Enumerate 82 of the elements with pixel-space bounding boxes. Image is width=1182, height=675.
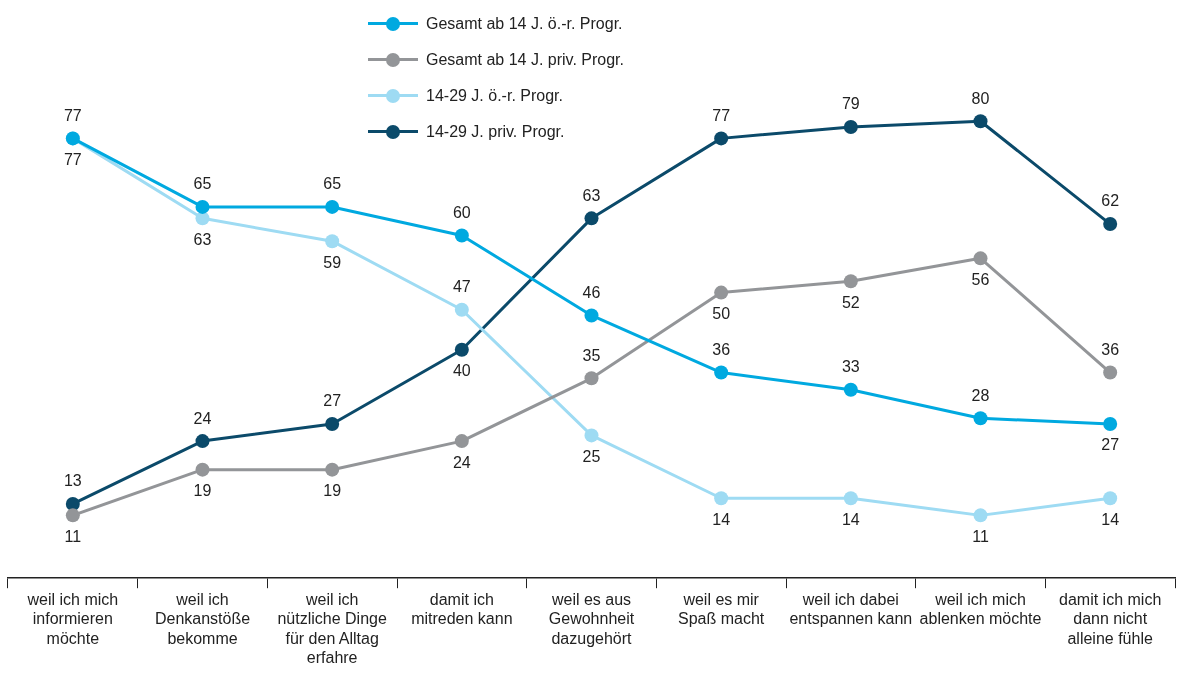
x-tick-label: weil ich dabei entspannen kann xyxy=(789,591,913,628)
data-label: 19 xyxy=(323,482,342,500)
data-label: 28 xyxy=(971,386,990,404)
point xyxy=(584,371,599,386)
x-tick-label: weil es aus Gewohnheit dazugehört xyxy=(548,591,635,647)
x-tick-label: weil ich Denkanstöße bekomme xyxy=(154,591,251,647)
data-label: 33 xyxy=(841,358,860,376)
x-tick-label: weil es mir Spaß macht xyxy=(678,591,765,628)
point xyxy=(843,119,858,134)
data-label: 27 xyxy=(323,392,342,410)
point xyxy=(584,308,599,323)
point xyxy=(454,342,469,357)
x-tick-label: weil ich mich informieren möchte xyxy=(26,591,119,647)
point xyxy=(843,274,858,289)
data-label: 27 xyxy=(1101,436,1120,454)
data-label: 63 xyxy=(193,230,212,248)
point xyxy=(1103,365,1118,380)
data-label: 13 xyxy=(63,472,82,490)
data-label: 24 xyxy=(193,409,212,427)
legend-label: Gesamt ab 14 J. ö.-r. Progr. xyxy=(426,15,623,33)
legend-label: 14-29 J. priv. Progr. xyxy=(426,123,565,141)
point xyxy=(195,462,210,477)
data-label: 80 xyxy=(971,89,990,107)
data-label: 47 xyxy=(452,278,471,296)
data-label: 50 xyxy=(712,305,731,323)
point xyxy=(584,428,599,443)
point xyxy=(325,416,340,431)
point xyxy=(843,491,858,506)
point xyxy=(1103,491,1118,506)
x-tick-label: damit ich mitreden kann xyxy=(411,591,513,628)
data-label: 77 xyxy=(63,150,82,168)
x-tick-label: damit ich mich dann nicht alleine fühle xyxy=(1059,591,1162,647)
point xyxy=(65,496,80,511)
data-label: 60 xyxy=(452,203,471,221)
point xyxy=(454,434,469,449)
point xyxy=(714,365,729,380)
data-label: 36 xyxy=(712,340,731,358)
point xyxy=(65,508,80,523)
point xyxy=(325,462,340,477)
data-label: 59 xyxy=(323,253,342,271)
data-label: 52 xyxy=(841,293,860,311)
data-label: 62 xyxy=(1101,192,1120,210)
data-label: 24 xyxy=(452,453,471,471)
data-label: 46 xyxy=(582,283,601,301)
point xyxy=(325,199,340,214)
point xyxy=(973,508,988,523)
point xyxy=(195,434,210,449)
data-label: 56 xyxy=(971,270,990,288)
data-label: 19 xyxy=(193,482,212,500)
data-label: 77 xyxy=(712,106,731,124)
data-label: 63 xyxy=(582,186,601,204)
point xyxy=(1103,416,1118,431)
data-label: 65 xyxy=(193,175,212,193)
point xyxy=(714,131,729,146)
point xyxy=(584,211,599,226)
data-label: 65 xyxy=(323,175,342,193)
data-label: 14 xyxy=(841,510,860,528)
legend-label: 14-29 J. ö.-r. Progr. xyxy=(426,87,563,105)
point xyxy=(325,234,340,249)
point xyxy=(195,199,210,214)
data-label: 14 xyxy=(1101,510,1120,528)
data-label: 79 xyxy=(841,95,860,113)
legend-label: Gesamt ab 14 J. priv. Progr. xyxy=(426,51,625,69)
x-tick-label: weil ich nützliche Dinge für den Alltag erfahre xyxy=(277,591,387,666)
point xyxy=(1103,217,1118,232)
point xyxy=(454,228,469,243)
point xyxy=(973,251,988,266)
point xyxy=(973,411,988,426)
data-label: 11 xyxy=(64,527,82,545)
data-label: 40 xyxy=(452,362,471,380)
point xyxy=(714,491,729,506)
point xyxy=(843,382,858,397)
point xyxy=(714,285,729,300)
data-label: 25 xyxy=(582,447,601,465)
x-tick-label: weil ich mich ablenken möchte xyxy=(919,591,1042,628)
data-label: 14 xyxy=(712,510,731,528)
point xyxy=(973,114,988,129)
point xyxy=(454,302,469,317)
data-label: 77 xyxy=(63,106,82,124)
data-label: 36 xyxy=(1101,340,1120,358)
data-label: 35 xyxy=(582,346,601,364)
data-label: 11 xyxy=(972,527,989,545)
